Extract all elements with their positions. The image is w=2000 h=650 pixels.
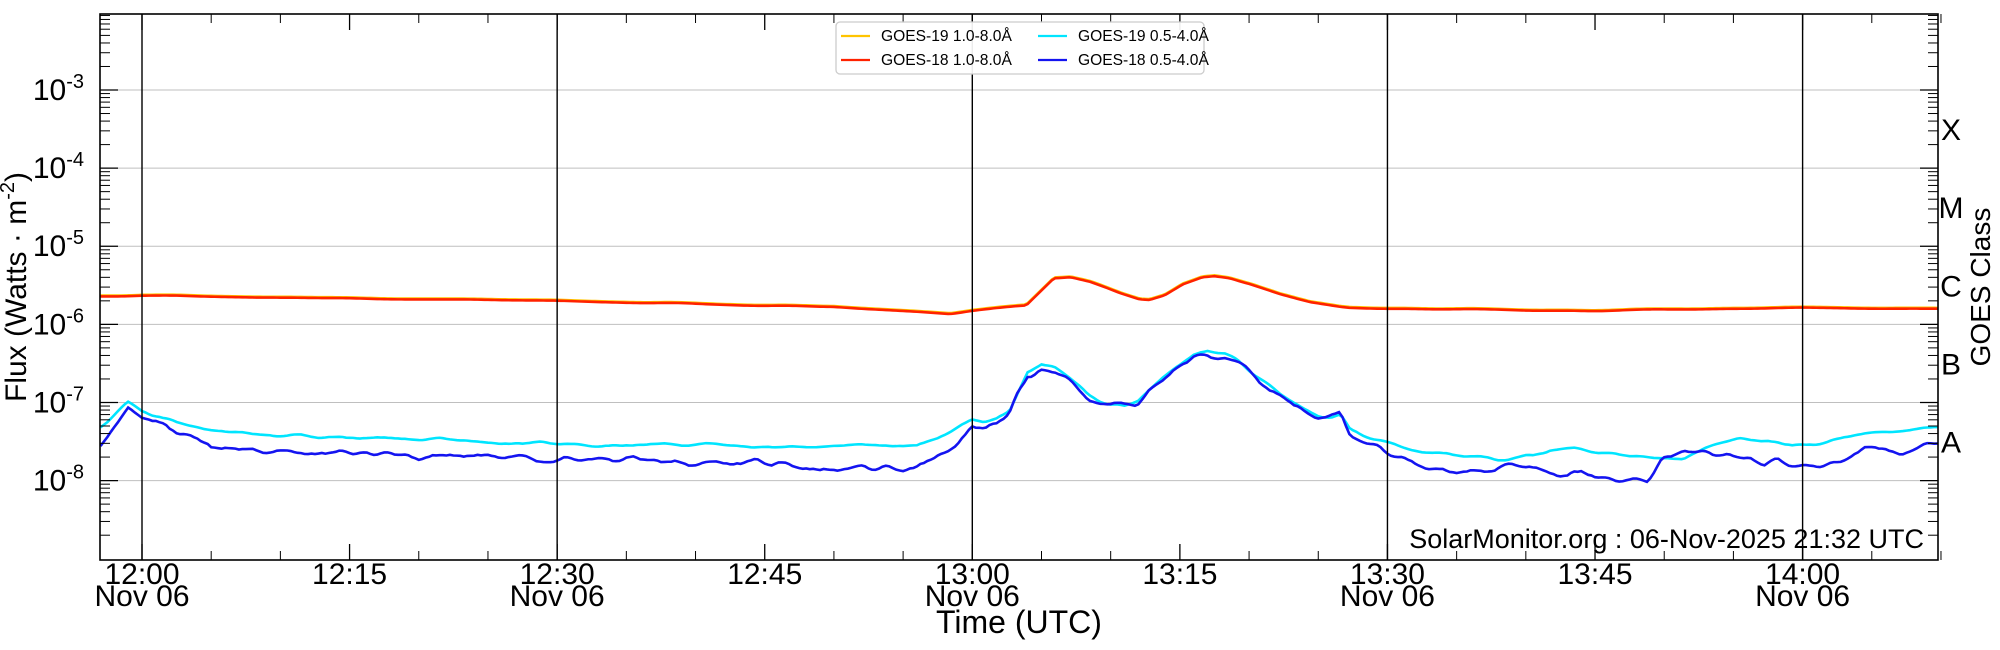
svg-text:SolarMonitor.org : 06-Nov-2025: SolarMonitor.org : 06-Nov-2025 21:32 UTC — [1409, 524, 1924, 554]
svg-text:Nov 06: Nov 06 — [1340, 580, 1435, 613]
svg-text:Flux (Watts · m-2): Flux (Watts · m-2) — [0, 172, 33, 402]
svg-text:10-4: 10-4 — [33, 149, 84, 185]
svg-text:GOES-19 1.0-8.0Å: GOES-19 1.0-8.0Å — [881, 26, 1012, 45]
svg-text:Nov 06: Nov 06 — [1755, 580, 1850, 613]
svg-text:13:15: 13:15 — [1142, 558, 1217, 591]
svg-text:Nov 06: Nov 06 — [94, 580, 189, 613]
svg-text:10-8: 10-8 — [33, 462, 84, 498]
svg-text:GOES-19 0.5-4.0Å: GOES-19 0.5-4.0Å — [1078, 26, 1209, 45]
svg-text:13:45: 13:45 — [1557, 558, 1632, 591]
svg-text:GOES Class: GOES Class — [1965, 208, 1996, 367]
svg-text:X: X — [1941, 114, 1961, 147]
svg-text:M: M — [1939, 192, 1964, 225]
svg-text:GOES-18 1.0-8.0Å: GOES-18 1.0-8.0Å — [881, 50, 1012, 69]
svg-text:C: C — [1940, 270, 1962, 303]
svg-text:10-7: 10-7 — [33, 383, 84, 419]
svg-text:10-6: 10-6 — [33, 305, 84, 341]
svg-text:12:15: 12:15 — [312, 558, 387, 591]
svg-text:12:45: 12:45 — [727, 558, 802, 591]
svg-text:10-5: 10-5 — [33, 227, 84, 263]
svg-text:B: B — [1941, 348, 1961, 381]
svg-text:10-3: 10-3 — [33, 71, 84, 107]
svg-text:GOES-18 0.5-4.0Å: GOES-18 0.5-4.0Å — [1078, 50, 1209, 69]
svg-text:Nov 06: Nov 06 — [510, 580, 605, 613]
svg-text:Time (UTC): Time (UTC) — [936, 604, 1102, 640]
svg-text:A: A — [1941, 427, 1961, 460]
